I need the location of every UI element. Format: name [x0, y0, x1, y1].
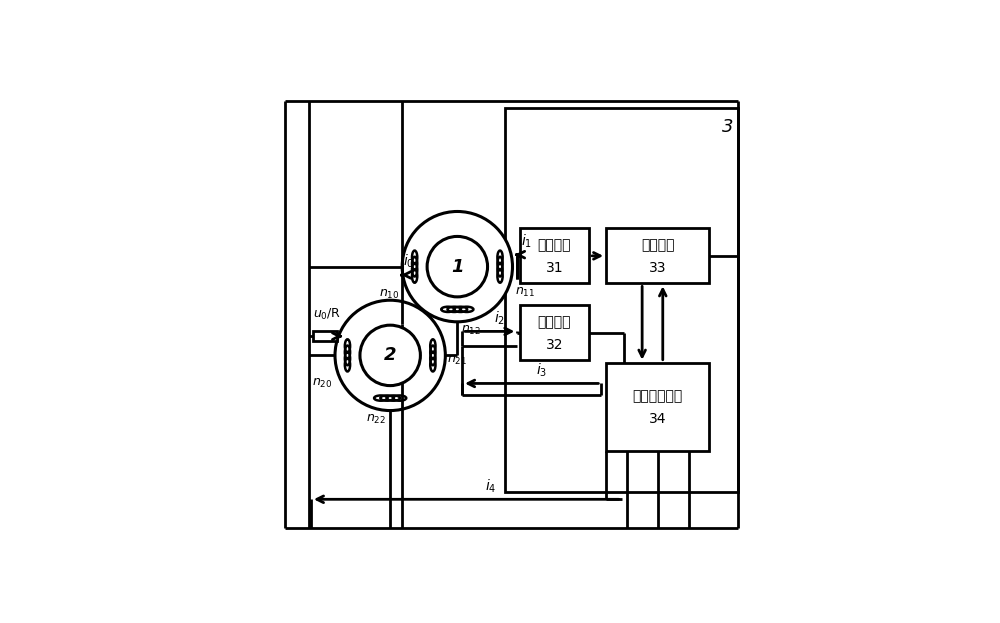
Text: 3: 3 [722, 118, 733, 136]
Text: $n_{12}$: $n_{12}$ [461, 324, 481, 337]
Circle shape [402, 211, 513, 322]
Text: $i_3$: $i_3$ [536, 361, 547, 379]
Text: $n_{10}$: $n_{10}$ [379, 288, 400, 302]
Text: $i_2$: $i_2$ [494, 309, 505, 326]
Text: $u_0$/R: $u_0$/R [313, 307, 342, 322]
Text: $n_{11}$: $n_{11}$ [515, 286, 535, 299]
Text: $i_4$: $i_4$ [485, 477, 496, 495]
Bar [520, 305, 589, 360]
Text: 31: 31 [546, 261, 563, 275]
Bar [505, 108, 738, 492]
Text: $i_1$: $i_1$ [521, 232, 532, 250]
Bar [520, 228, 589, 283]
Text: $n_{21}$: $n_{21}$ [447, 354, 467, 367]
Text: 电压检测: 电压检测 [538, 315, 571, 329]
Text: 1: 1 [451, 258, 464, 275]
Circle shape [360, 325, 420, 386]
Text: $i_0$: $i_0$ [403, 253, 414, 270]
Circle shape [335, 300, 445, 411]
Bar [606, 228, 709, 283]
Text: 抑制信号输出: 抑制信号输出 [632, 389, 683, 404]
Text: 33: 33 [649, 261, 666, 275]
Circle shape [427, 236, 488, 297]
Text: 34: 34 [649, 412, 666, 426]
Bar [313, 331, 337, 341]
Text: 电流检测: 电流检测 [538, 238, 571, 252]
Text: 2: 2 [384, 346, 396, 364]
Text: 处理电路: 处理电路 [641, 238, 674, 252]
Text: $n_{20}$: $n_{20}$ [312, 377, 333, 390]
Text: 32: 32 [546, 338, 563, 351]
Bar [606, 363, 709, 451]
Text: $n_{22}$: $n_{22}$ [366, 413, 386, 426]
